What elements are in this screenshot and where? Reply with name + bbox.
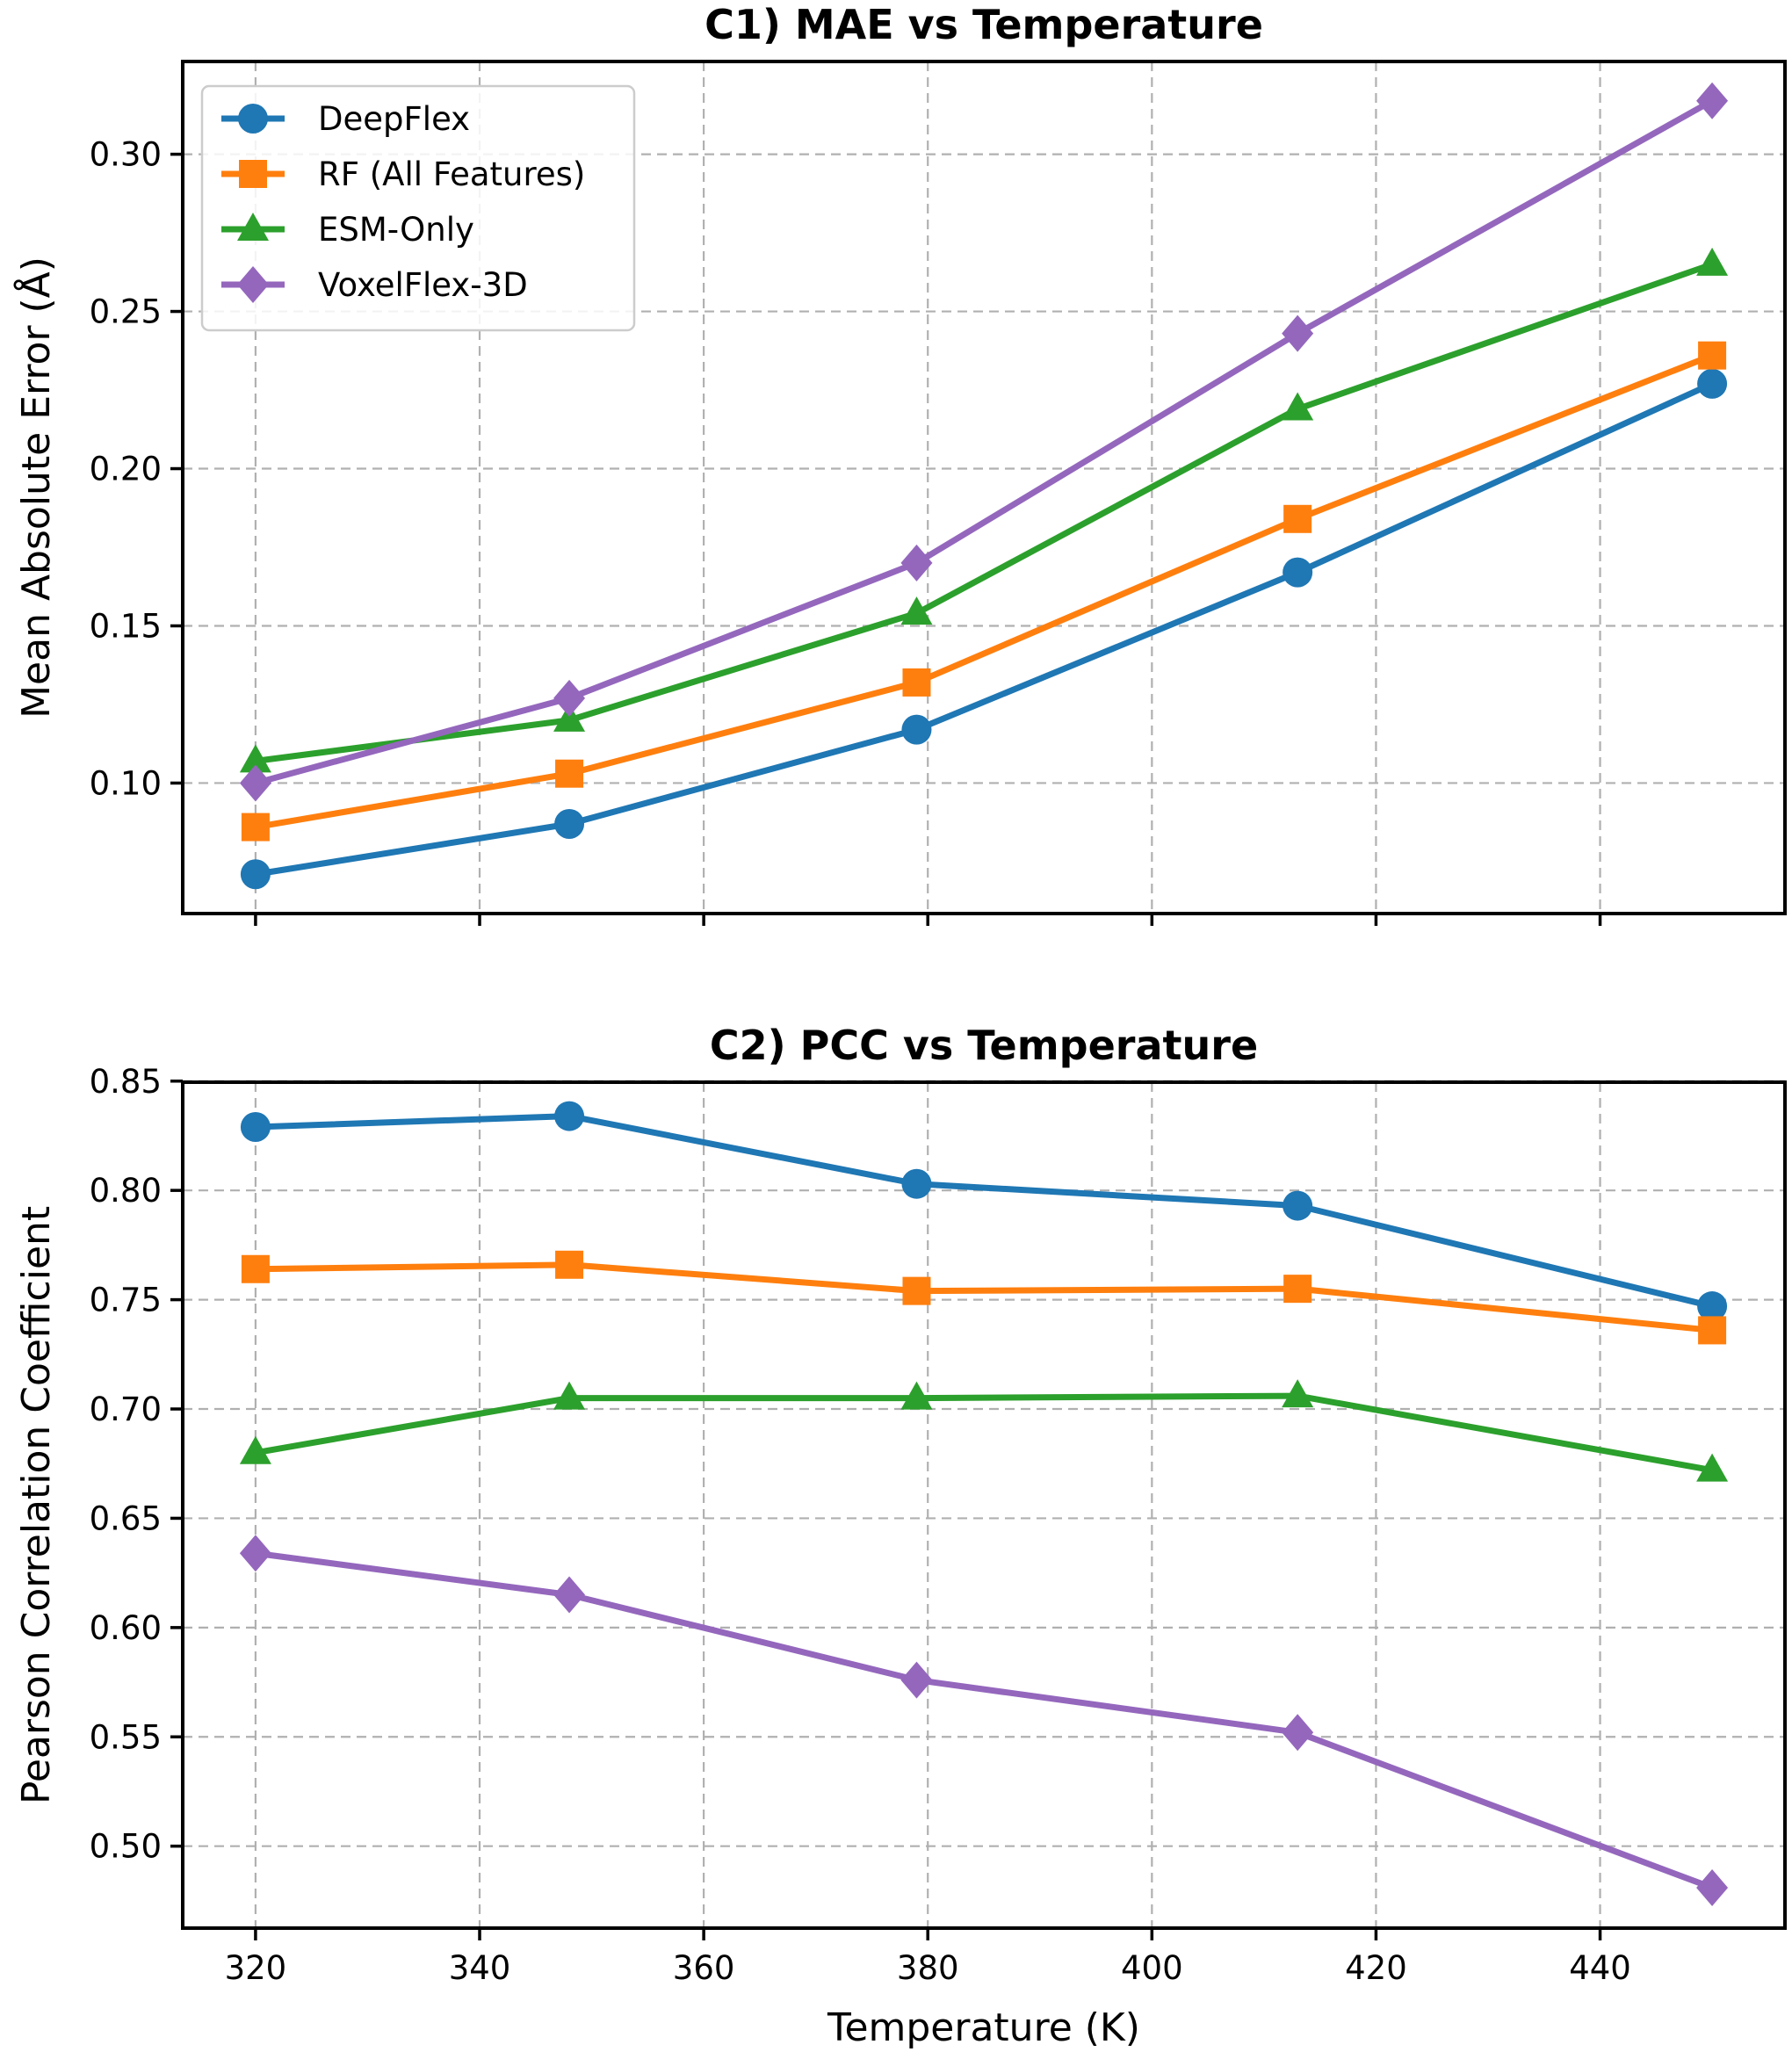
pcc-y-tick-label: 0.75 [90, 1282, 162, 1319]
mae-point-rf-all-features [902, 668, 931, 697]
mae-point-deepflex [1283, 557, 1313, 588]
pcc-x-tick-label: 420 [1345, 1949, 1407, 1987]
mae-series-deepflex [240, 368, 1728, 890]
pcc-y-axis-label: Pearson Correlation Coefficient [14, 1206, 59, 1804]
legend-marker-esm-only [237, 213, 269, 241]
legend-item-voxelflex-3d: VoxelFlex-3D [221, 266, 528, 304]
pcc-point-rf-all-features [555, 1250, 584, 1279]
mae-point-rf-all-features [1698, 341, 1727, 370]
mae-point-voxelflex-3d [1696, 82, 1729, 119]
mae-point-voxelflex-3d [553, 679, 586, 717]
pcc-point-esm-only [1282, 1379, 1314, 1408]
pcc-point-deepflex [901, 1168, 932, 1199]
pcc-point-rf-all-features [241, 1254, 270, 1283]
mae-point-deepflex [901, 714, 932, 745]
pcc-point-deepflex [1697, 1291, 1728, 1322]
pcc-point-rf-all-features [1698, 1316, 1727, 1345]
pcc-point-deepflex [240, 1112, 271, 1143]
pcc-y-tick-label: 0.50 [90, 1828, 162, 1866]
pcc-point-esm-only [553, 1381, 586, 1410]
pcc-series-esm-only [239, 1379, 1729, 1482]
mae-point-esm-only [900, 596, 933, 625]
mae-point-voxelflex-3d [1282, 314, 1314, 352]
legend-item-deepflex: DeepFlex [221, 100, 470, 138]
pcc-y-tick-label: 0.65 [90, 1499, 162, 1537]
mae-point-voxelflex-3d [239, 764, 271, 802]
legend-item-esm-only: ESM-Only [221, 211, 474, 249]
mae-y-axis-label: Mean Absolute Error (Å) [12, 256, 59, 719]
pcc-point-voxelflex-3d [1696, 1868, 1729, 1906]
mae-point-rf-all-features [241, 813, 270, 842]
mae-series-voxelflex-3d [239, 82, 1729, 802]
pcc-x-tick-label: 380 [897, 1949, 959, 1987]
legend-label-esm-only: ESM-Only [318, 211, 474, 249]
mae-series-esm-only [239, 247, 1729, 773]
pcc-point-esm-only [239, 1435, 271, 1464]
mae-point-deepflex [1697, 368, 1728, 399]
legend-item-rf-all-features: RF (All Features) [221, 155, 585, 193]
pcc-series-voxelflex-3d [239, 1535, 1729, 1906]
pcc-series-rf-all-features [241, 1250, 1727, 1345]
pcc-panel: 320 340 360 380 400 420 440 0.50 0.55 0.60 0.65 0.7… [14, 1022, 1787, 2050]
pcc-point-voxelflex-3d [239, 1535, 271, 1572]
legend: DeepFlex RF (All Features) ESM-Only VoxelFl… [200, 84, 636, 332]
mae-y-tick-label: 0.30 [90, 136, 162, 174]
mae-y-tick-label: 0.10 [90, 764, 162, 802]
mae-chart-title: C1) MAE vs Temperature [705, 1, 1263, 48]
legend-label-rf-all-features: RF (All Features) [318, 155, 585, 193]
pcc-x-tick-label: 340 [449, 1949, 511, 1987]
pcc-point-rf-all-features [902, 1276, 931, 1305]
mae-point-voxelflex-3d [900, 544, 933, 582]
mae-point-deepflex [554, 808, 585, 839]
mae-point-esm-only [553, 703, 586, 732]
legend-label-deepflex: DeepFlex [318, 100, 470, 138]
mae-y-tick-label: 0.15 [90, 607, 162, 645]
mae-point-deepflex [240, 859, 271, 890]
pcc-point-voxelflex-3d [553, 1576, 586, 1614]
legend-label-voxelflex-3d: VoxelFlex-3D [318, 266, 528, 304]
pcc-point-voxelflex-3d [1282, 1714, 1314, 1752]
pcc-chart-title: C2) PCC vs Temperature [710, 1022, 1258, 1069]
pcc-series-deepflex [240, 1101, 1728, 1322]
pcc-y-tick-label: 0.85 [90, 1063, 162, 1101]
mae-point-rf-all-features [1283, 504, 1312, 533]
mae-y-tick-label: 0.25 [90, 293, 162, 331]
mae-plot-frame [181, 60, 1787, 915]
pcc-plot-frame [181, 1080, 1787, 1930]
legend-marker-deepflex [238, 104, 268, 134]
pcc-x-tick-label: 400 [1121, 1949, 1183, 1987]
pcc-point-voxelflex-3d [900, 1661, 933, 1699]
mae-point-esm-only [1696, 247, 1729, 276]
mae-panel: 0.10 0.15 0.20 0.25 0.30 C1) MAE vs Temperat… [12, 1, 1787, 926]
pcc-point-deepflex [1283, 1190, 1313, 1221]
pcc-y-tick-label: 0.60 [90, 1609, 162, 1647]
pcc-point-deepflex [554, 1101, 585, 1131]
pcc-y-tick-label: 0.55 [90, 1718, 162, 1756]
pcc-x-tick-label: 360 [673, 1949, 735, 1987]
pcc-point-rf-all-features [1283, 1275, 1312, 1304]
legend-marker-rf-all-features [239, 160, 267, 188]
pcc-point-esm-only [900, 1381, 933, 1410]
pcc-y-tick-label: 0.70 [90, 1391, 162, 1428]
mae-series-rf-all-features [241, 341, 1727, 842]
pcc-y-tick-label: 0.80 [90, 1172, 162, 1210]
legend-marker-voxelflex-3d [237, 266, 269, 303]
mae-y-tick-label: 0.20 [90, 451, 162, 488]
pcc-point-esm-only [1696, 1453, 1729, 1482]
mae-point-esm-only [1282, 392, 1314, 421]
mae-point-rf-all-features [555, 759, 584, 788]
pcc-x-tick-label: 320 [225, 1949, 287, 1987]
pcc-x-tick-label: 440 [1569, 1949, 1631, 1987]
x-axis-label: Temperature (K) [827, 2005, 1140, 2050]
legend-box [200, 84, 636, 332]
mae-point-esm-only [239, 744, 271, 773]
